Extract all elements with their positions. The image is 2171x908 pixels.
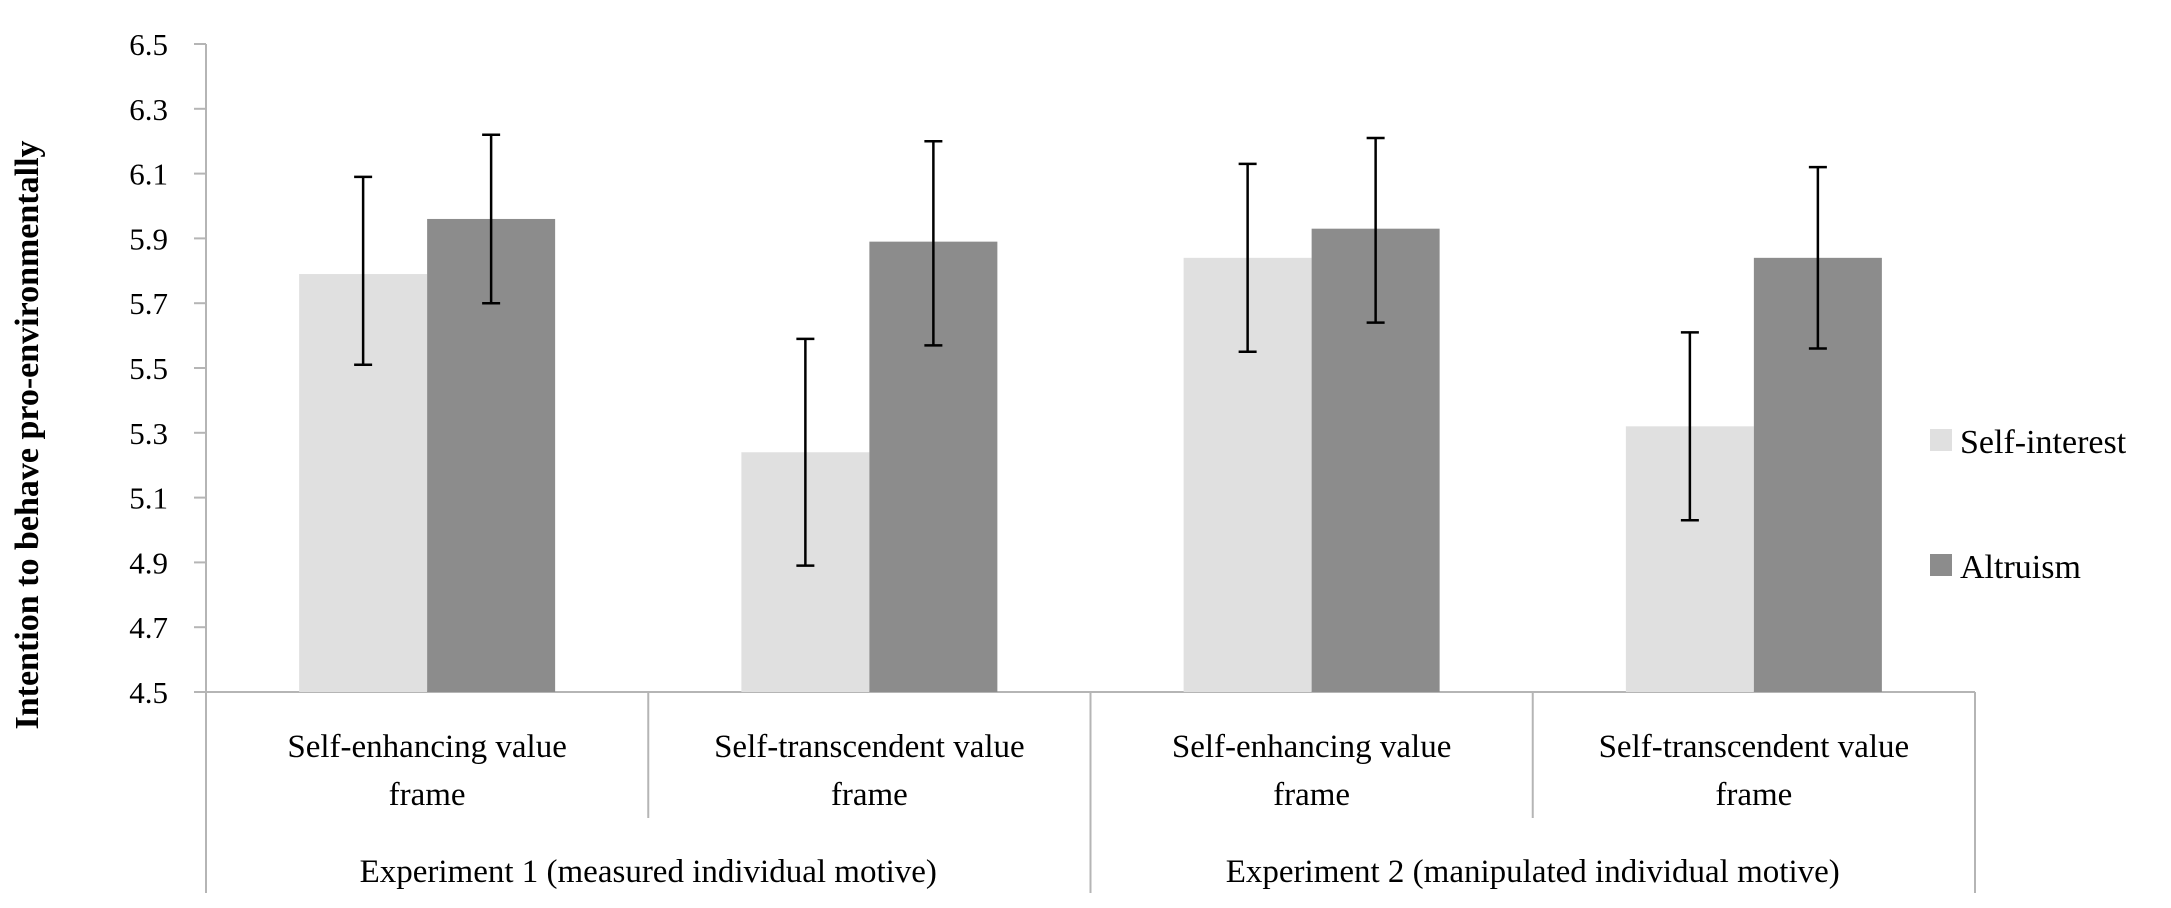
y-ticks: 4.5 4.7 4.9 5.1 5.3 5.5 5.7 5.9 6.1 6.3 6.5 <box>129 27 168 710</box>
y-tick-label: 5.5 <box>129 351 168 386</box>
group-label: Experiment 1 (measured individual motive… <box>360 854 937 890</box>
group-label: Experiment 2 (manipulated individual mot… <box>1226 854 1840 890</box>
y-axis-title: Intention to behave pro-environmentally <box>9 140 46 729</box>
legend: Self-interest Altruism <box>1930 424 2127 586</box>
y-tick-label: 5.1 <box>129 481 168 516</box>
legend-label: Self-interest <box>1960 424 2127 461</box>
legend-swatch <box>1930 429 1952 451</box>
category-label: frame <box>389 777 466 813</box>
legend-label: Altruism <box>1960 549 2081 586</box>
error-bars <box>354 133 1827 567</box>
category-label: Self-transcendent value <box>714 729 1025 765</box>
group-labels: Experiment 1 (measured individual motive… <box>360 854 1840 890</box>
category-label: Self-enhancing value <box>287 729 566 765</box>
y-tick-label: 5.7 <box>129 286 168 321</box>
y-tick-label: 4.9 <box>129 545 168 580</box>
category-label: frame <box>1715 777 1792 813</box>
y-tick-label: 6.1 <box>129 157 168 192</box>
category-labels: Self-enhancing value frame Self-transcende… <box>287 729 1909 813</box>
y-tick-label: 5.9 <box>129 221 168 256</box>
y-tick-label: 6.5 <box>129 27 168 62</box>
category-label: Self-enhancing value <box>1172 729 1451 765</box>
category-label: Self-transcendent value <box>1599 729 1910 765</box>
category-label: frame <box>1273 777 1350 813</box>
y-tick-label: 4.5 <box>129 675 168 710</box>
category-label: frame <box>831 777 908 813</box>
bars <box>299 218 1882 692</box>
y-tick-label: 6.3 <box>129 92 168 127</box>
legend-swatch <box>1930 554 1952 576</box>
y-tick-label: 4.7 <box>129 610 168 645</box>
y-tick-label: 5.3 <box>129 416 168 451</box>
